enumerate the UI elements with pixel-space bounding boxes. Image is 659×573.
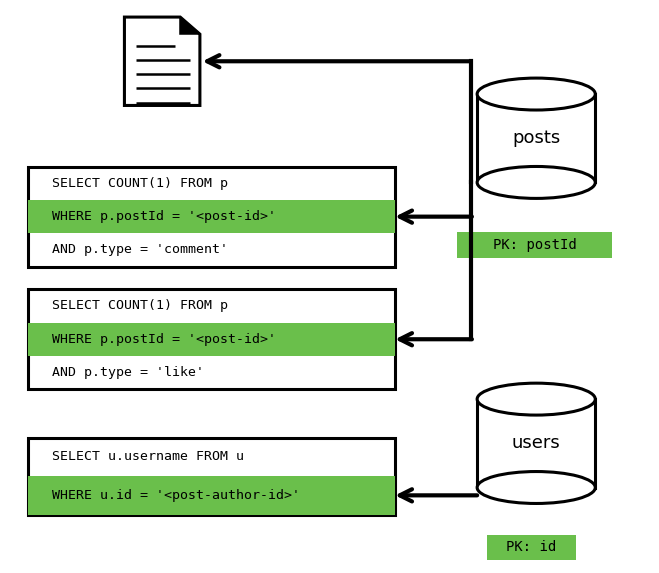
Bar	[28, 167, 395, 266]
Bar	[477, 94, 595, 182]
Text: SELECT COUNT(1) FROM p: SELECT COUNT(1) FROM p	[36, 300, 227, 312]
Ellipse shape	[477, 472, 595, 504]
Text: PK: postId: PK: postId	[493, 238, 577, 252]
Text: WHERE u.id = '<post-author-id>': WHERE u.id = '<post-author-id>'	[36, 489, 299, 502]
Bar	[457, 232, 612, 258]
Text: SELECT u.username FROM u: SELECT u.username FROM u	[36, 450, 244, 464]
Ellipse shape	[477, 167, 595, 198]
Bar	[28, 438, 395, 515]
Text: WHERE p.postId = '<post-id>': WHERE p.postId = '<post-id>'	[36, 333, 275, 346]
Bar	[28, 323, 395, 356]
Ellipse shape	[477, 78, 595, 110]
Text: posts: posts	[512, 129, 560, 147]
Bar	[28, 476, 395, 515]
Text: AND p.type = 'like': AND p.type = 'like'	[36, 366, 204, 379]
Bar	[477, 399, 595, 488]
Text: WHERE p.postId = '<post-id>': WHERE p.postId = '<post-id>'	[36, 210, 275, 223]
Bar	[28, 200, 395, 233]
Text: PK: id: PK: id	[506, 540, 556, 554]
Text: SELECT COUNT(1) FROM p: SELECT COUNT(1) FROM p	[36, 177, 227, 190]
Text: AND p.type = 'comment': AND p.type = 'comment'	[36, 244, 227, 256]
Bar	[28, 289, 395, 389]
Ellipse shape	[477, 383, 595, 415]
Polygon shape	[180, 17, 200, 34]
Bar	[487, 535, 575, 560]
Polygon shape	[125, 17, 200, 105]
Text: users: users	[512, 434, 561, 452]
